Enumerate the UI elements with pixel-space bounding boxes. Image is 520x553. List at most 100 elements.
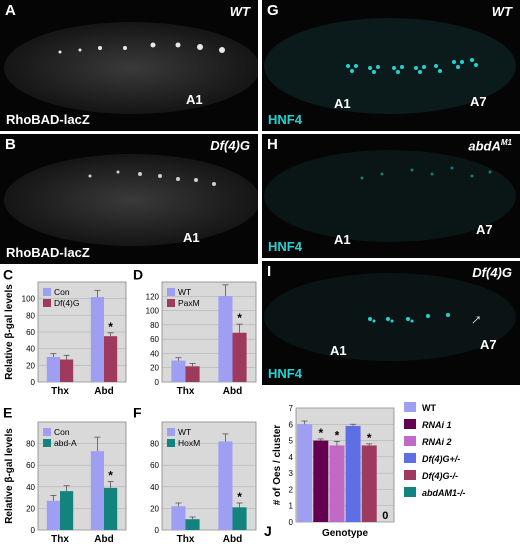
significance-j: * <box>367 431 372 445</box>
bar-f <box>171 506 186 530</box>
y-tick-label-j: 3 <box>289 469 294 478</box>
stain-label-b: RhoBAD-lacZ <box>6 245 90 260</box>
panel-label-i: I <box>267 263 272 280</box>
segment-marker-h-a7: A7 <box>476 222 493 237</box>
genotype-label-b: Df(4)G <box>210 138 250 153</box>
y-tick-label-f: 60 <box>150 461 159 470</box>
significance-j: * <box>318 426 323 440</box>
embryo-g <box>264 18 516 114</box>
plot-area-j <box>295 407 395 523</box>
legend-label-j: RNAi 1 <box>422 420 452 430</box>
bar-j <box>345 425 361 522</box>
bar-f <box>185 519 200 530</box>
x-tick-label-d: Thx <box>177 386 195 397</box>
y-tick-label-j: 4 <box>289 453 294 462</box>
y-tick-label-j: 0 <box>289 518 294 527</box>
bar-f <box>218 441 233 530</box>
genotype-label-i: Df(4)G <box>472 265 512 280</box>
y-tick-label-d: 0 <box>155 378 160 387</box>
legend-swatch-d <box>167 299 175 307</box>
legend-label-j: WT <box>422 403 436 413</box>
panel-a-image: A WT A1 RhoBAD-lacZ <box>0 0 258 131</box>
bar-j <box>361 445 377 522</box>
y-tick-label-c: 20 <box>26 361 35 370</box>
legend-swatch-e <box>43 428 51 436</box>
legend-label-f: WT <box>178 427 191 437</box>
bar-e <box>104 487 118 530</box>
bar-c <box>90 297 104 382</box>
y-tick-label-f: 40 <box>150 483 159 492</box>
panel-label-g: G <box>267 2 279 19</box>
zero-value-label-j: 0 <box>382 510 388 522</box>
segment-marker-i-a1: A1 <box>330 343 347 358</box>
legend-label-c: Df(4)G <box>54 298 80 308</box>
panel-label-f: F <box>133 404 142 420</box>
y-tick-label-e: 40 <box>26 483 35 492</box>
y-tick-label-j: 2 <box>289 485 294 494</box>
legend-swatch-e <box>43 439 51 447</box>
embryo-a <box>4 22 258 114</box>
segment-marker-b1: A1 <box>183 230 200 245</box>
x-axis-label-j: Genotype <box>322 528 369 539</box>
panel-g-image: G WT A1 A7 HNF4 <box>262 0 520 131</box>
legend-swatch-c <box>43 288 51 296</box>
genotype-h-text: abdA <box>468 138 501 154</box>
y-tick-label-j: 5 <box>289 437 294 446</box>
chart-e: 0 20 40 60 80 Thx Abd * Con abd-A E Relative β-gal … <box>0 404 130 548</box>
embryo-h <box>264 150 516 242</box>
y-axis-label-e: Relative β-gal levels <box>4 428 15 524</box>
panel-label-b: B <box>5 136 16 153</box>
y-tick-label-d: 80 <box>150 321 159 330</box>
y-tick-label-e: 80 <box>26 440 35 449</box>
legend-swatch-f <box>167 428 175 436</box>
y-tick-label-c: 100 <box>22 295 36 304</box>
bar-f <box>232 507 247 530</box>
legend-label-j: abdAM1-/- <box>422 488 466 498</box>
segment-marker-g-a1: A1 <box>334 96 351 111</box>
bar-c <box>104 336 118 382</box>
embryo-i <box>264 273 516 361</box>
legend-label-e: abd-A <box>54 438 77 448</box>
panel-label-e: E <box>3 404 12 420</box>
x-tick-label-d: Abd <box>223 386 242 397</box>
significance-e: * <box>108 468 113 482</box>
panel-b-image: B Df(4)G A1 RhoBAD-lacZ <box>0 134 258 264</box>
legend-label-d: PaxM <box>178 298 200 308</box>
y-tick-label-f: 0 <box>155 526 160 535</box>
y-tick-label-d: 100 <box>146 307 160 316</box>
chart-d: 0 20 40 60 80 100 120 Thx Abd * WT PaxM D <box>130 266 260 400</box>
y-tick-label-f: 20 <box>150 504 159 513</box>
panel-h-image: H abdAM1 A1 A7 HNF4 <box>262 134 520 258</box>
genotype-label-h: abdAM1 <box>468 138 512 153</box>
y-tick-label-f: 80 <box>150 440 159 449</box>
y-tick-label-j: 1 <box>289 502 294 511</box>
bar-j <box>297 424 313 522</box>
significance-d: * <box>237 311 242 325</box>
bar-e <box>90 451 104 530</box>
legend-swatch-j <box>404 436 416 446</box>
bar-d <box>232 332 247 382</box>
embryo-b <box>4 154 258 246</box>
y-tick-label-c: 0 <box>31 378 36 387</box>
stain-label-a: RhoBAD-lacZ <box>6 112 90 127</box>
bar-d <box>185 366 200 382</box>
y-tick-label-e: 20 <box>26 504 35 513</box>
significance-f: * <box>237 490 242 504</box>
bar-c <box>46 357 60 382</box>
segment-marker-a1: A1 <box>186 92 203 107</box>
y-tick-label-c: 80 <box>26 311 35 320</box>
legend-label-j: Df(4)G+/- <box>422 454 460 464</box>
segment-marker-g-a7: A7 <box>470 94 487 109</box>
panel-label-a: A <box>5 2 16 19</box>
chart-j: 0 1 2 3 4 5 6 7 * * * 0 Genotype # of Oes / cluster J W… <box>262 396 520 548</box>
legend-label-d: WT <box>178 287 191 297</box>
bar-j <box>329 445 345 522</box>
panel-i-image: I Df(4)G ↑ A1 A7 HNF4 <box>262 261 520 385</box>
y-tick-label-d: 120 <box>146 292 160 301</box>
panel-label-h: H <box>267 136 278 153</box>
stain-label-g: HNF4 <box>268 112 302 127</box>
x-tick-label-c: Abd <box>94 386 113 397</box>
bar-d <box>218 296 233 382</box>
segment-marker-i-a7: A7 <box>480 337 497 352</box>
x-tick-label-f: Abd <box>223 534 242 545</box>
